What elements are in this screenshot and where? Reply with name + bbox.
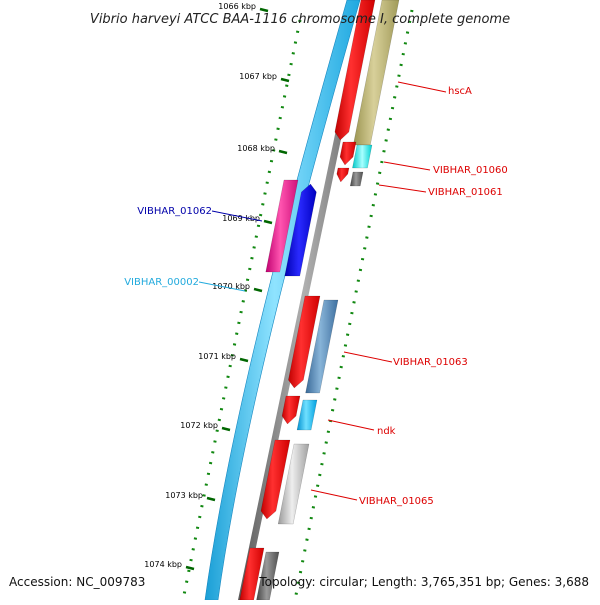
cds-red-01060 xyxy=(339,141,357,166)
gene-lightgrey-01065 xyxy=(277,443,310,525)
genome-stats-text: Topology: circular; Length: 3,765,351 bp… xyxy=(258,575,589,589)
gene-label-connector xyxy=(343,351,393,363)
gene-label[interactable]: VIBHAR_01061 xyxy=(428,187,503,198)
kbp-tick-label: 1068 kbp xyxy=(237,144,275,153)
gene-label[interactable]: ndk xyxy=(377,426,396,437)
gene-lightblue-ndk xyxy=(296,399,318,431)
gene-steel-01063 xyxy=(305,299,339,394)
kbp-tick-label: 1069 kbp xyxy=(222,214,260,223)
kbp-tick-mark xyxy=(221,426,231,432)
backbone-grey-band xyxy=(238,0,370,600)
gene-label[interactable]: VIBHAR_01062 xyxy=(137,206,212,217)
kbp-tick-mark xyxy=(185,565,195,571)
kbp-tick-mark xyxy=(253,287,263,293)
cds-red-small xyxy=(336,167,350,183)
gene-label-connector xyxy=(383,161,431,171)
cds-red-01065 xyxy=(260,439,291,520)
gene-label-connector xyxy=(397,81,447,93)
gene-label[interactable]: hscA xyxy=(448,86,472,97)
kbp-tick-mark xyxy=(280,77,290,83)
cds-red-01063 xyxy=(288,295,321,389)
gene-features xyxy=(239,0,400,601)
cds-red-ndk xyxy=(281,395,301,425)
kbp-tick-mark xyxy=(206,496,216,502)
right-dotted-guide xyxy=(293,9,414,601)
rrna-aqua-01060 xyxy=(352,144,373,169)
kbp-tick-label: 1066 kbp xyxy=(218,2,256,11)
gene-label[interactable]: VIBHAR_01065 xyxy=(359,496,434,507)
gene-label-connector xyxy=(310,489,358,501)
map-title: Vibrio harveyi ATCC BAA-1116 chromosome … xyxy=(90,12,510,27)
gene-label-connector xyxy=(211,210,263,222)
kbp-tick-label: 1073 kbp xyxy=(165,491,203,500)
gene-blue-01062 xyxy=(284,183,317,277)
kbp-ticks: 1066 kbp 1067 kbp 1068 kbp 1069 kbp 1070 kbp… xyxy=(144,2,290,571)
cds-red-hscA xyxy=(334,0,376,141)
kbp-tick-mark xyxy=(263,219,273,225)
gene-label-connector xyxy=(378,184,427,193)
gene-label-connector xyxy=(327,419,375,431)
gene-label[interactable]: VIBHAR_01060 xyxy=(433,165,508,176)
gene-label[interactable]: VIBHAR_01063 xyxy=(393,357,468,368)
gene-darkgrey-01061 xyxy=(349,171,364,187)
kbp-tick-label: 1072 kbp xyxy=(180,421,218,430)
kbp-tick-label: 1071 kbp xyxy=(198,352,236,361)
kbp-tick-label: 1067 kbp xyxy=(239,72,277,81)
kbp-tick-label: 1074 kbp xyxy=(144,560,182,569)
kbp-tick-mark xyxy=(259,7,269,13)
kbp-tick-mark xyxy=(278,149,288,155)
gene-label-connector xyxy=(198,281,246,292)
kbp-tick-mark xyxy=(239,357,249,363)
gene-magenta-01062 xyxy=(265,179,299,273)
gene-label[interactable]: VIBHAR_00002 xyxy=(124,277,199,288)
accession-text: Accession: NC_009783 xyxy=(9,575,145,589)
kbp-tick-label: 1070 kbp xyxy=(212,282,250,291)
gene-labels: hscA VIBHAR_01060 VIBHAR_01061 VIBHAR_01062… xyxy=(124,81,508,507)
